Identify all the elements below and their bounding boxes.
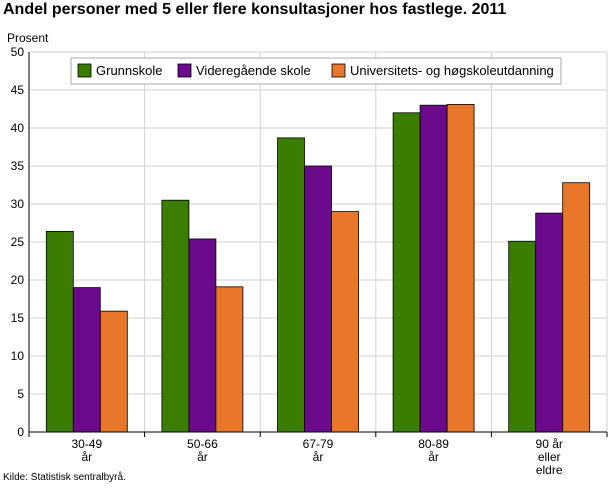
y-axis-label: Prosent xyxy=(7,31,49,45)
legend-swatch xyxy=(177,63,192,78)
bar xyxy=(45,230,74,433)
x-tick-label: 80-89 xyxy=(418,437,449,451)
bar xyxy=(446,104,475,433)
bar xyxy=(535,212,564,433)
bar xyxy=(331,211,359,433)
legend-label: Universitets- og høgskoleutdanning xyxy=(350,63,554,78)
x-tick-label: eldre xyxy=(536,463,563,477)
y-tick-label: 40 xyxy=(11,121,25,135)
x-tick-label: eller xyxy=(538,450,561,464)
y-tick-label: 25 xyxy=(11,235,25,249)
y-tick-label: 35 xyxy=(11,159,25,173)
legend-swatch xyxy=(77,63,92,78)
bar xyxy=(392,112,421,433)
bar xyxy=(277,137,305,433)
y-tick-label: 50 xyxy=(11,45,25,59)
legend-box xyxy=(70,57,562,85)
x-tick-label: år xyxy=(313,450,324,464)
bar xyxy=(304,165,332,433)
bar xyxy=(419,104,448,433)
legend-label: Grunnskole xyxy=(96,63,162,78)
legend-swatch xyxy=(331,63,346,78)
y-tick-label: 30 xyxy=(11,197,25,211)
y-tick-label: 20 xyxy=(11,273,25,287)
x-tick-label: 30-49 xyxy=(71,437,102,451)
y-tick-label: 45 xyxy=(11,83,25,97)
bar xyxy=(215,286,244,433)
bar xyxy=(99,310,128,433)
y-tick-label: 5 xyxy=(17,387,24,401)
bar xyxy=(161,199,190,433)
y-tick-label: 0 xyxy=(17,425,24,439)
source-note: Kilde: Statistisk sentralbyrå. xyxy=(3,472,126,483)
y-tick-label: 10 xyxy=(11,349,25,363)
legend-label: Videregående skole xyxy=(196,63,311,78)
x-tick-label: år xyxy=(197,450,208,464)
bar xyxy=(562,182,591,433)
chart-title: Andel personer med 5 eller flere konsult… xyxy=(3,1,507,18)
x-tick-label: år xyxy=(81,450,92,464)
x-tick-label: 50-66 xyxy=(187,437,218,451)
x-tick-label: 90 år xyxy=(536,437,563,451)
bar xyxy=(188,238,217,433)
bar xyxy=(72,287,101,433)
x-tick-label: 67-79 xyxy=(303,437,334,451)
bar xyxy=(508,240,537,433)
x-tick-label: år xyxy=(428,450,439,464)
y-tick-label: 15 xyxy=(11,311,25,325)
